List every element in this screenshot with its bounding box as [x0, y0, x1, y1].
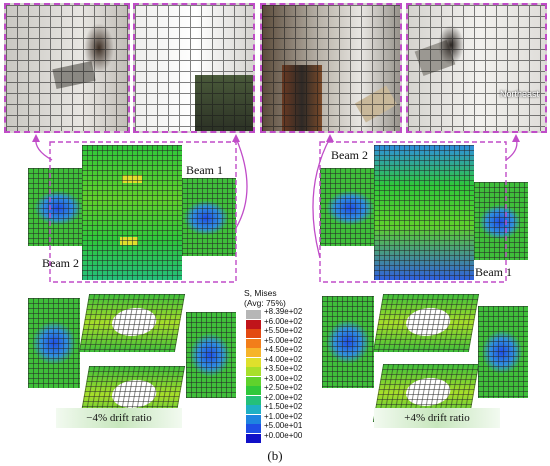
legend-entry: +4.00e+02 [244, 354, 324, 367]
arrow-head [512, 134, 520, 142]
legend-swatch [246, 376, 261, 386]
stress-legend: S, Mises (Avg: 75%) +8.39e+02 +6.00e+02 +5… [244, 288, 324, 448]
legend-entry: +5.50e+02 [244, 326, 324, 338]
left-beam-right [182, 178, 236, 256]
legend-entry: +5.00e+02 [244, 335, 324, 348]
legend-entry: +0.00e+00 [244, 430, 324, 443]
lower-right-plate-top [372, 294, 480, 352]
mesh-grid [474, 182, 528, 260]
mesh-grid [374, 145, 474, 280]
legend-value: +5.00e+02 [264, 335, 303, 345]
legend-swatch [246, 433, 261, 443]
drift-ratio-label-left: −4% drift ratio [56, 408, 182, 428]
legend-swatch [246, 338, 261, 348]
legend-swatch [246, 367, 261, 376]
legend-value: +3.50e+02 [264, 364, 303, 373]
beam-label-bottom: Beam 1 [475, 265, 512, 279]
right-beam-left [320, 168, 374, 246]
connector-path [235, 137, 248, 229]
legend-swatch [246, 329, 261, 338]
mesh-grid [322, 296, 374, 388]
legend-value: +5.00e+01 [264, 421, 303, 430]
legend-entry: +1.50e+02 [244, 402, 324, 414]
mesh-grid [182, 178, 236, 256]
lower-right-beam-a [322, 296, 374, 388]
photo-label: Northeast [499, 89, 539, 99]
beam-label-bottom: Beam 2 [42, 256, 79, 270]
grid-lines [262, 5, 400, 131]
legend-entry: +3.00e+02 [244, 373, 324, 386]
figure-caption: (b) [267, 448, 283, 463]
mesh-grid [372, 294, 480, 352]
legend-subtitle: (Avg: 75%) [244, 298, 286, 308]
arrow-head [32, 134, 40, 142]
grid-lines [6, 5, 128, 131]
legend-value: +4.50e+02 [264, 345, 303, 354]
legend-value: +4.00e+02 [264, 354, 303, 364]
right-column [374, 145, 474, 280]
lower-left-plate-top [78, 294, 186, 352]
legend-entry: +2.50e+02 [244, 383, 324, 395]
legend-swatch [246, 405, 261, 414]
photo-panel-3 [260, 3, 402, 133]
legend-entry: +2.00e+02 [244, 392, 324, 405]
legend-swatch [246, 414, 261, 424]
left-beam-left [28, 168, 82, 246]
legend-value: +5.50e+02 [264, 326, 303, 335]
mesh-grid [320, 168, 374, 246]
legend-entry: +3.50e+02 [244, 364, 324, 376]
legend-swatch [246, 424, 261, 433]
left-column [82, 145, 182, 280]
photo-panel-4: Northeast [406, 3, 547, 133]
legend-value: +1.00e+02 [264, 411, 303, 421]
legend-entry: +6.00e+02 [244, 316, 324, 329]
legend-value: +2.00e+02 [264, 392, 303, 402]
photo-panel-2 [133, 3, 255, 133]
connector-path [35, 137, 53, 161]
legend-swatch [246, 310, 261, 319]
legend-swatch [246, 348, 261, 357]
legend-value: +3.00e+02 [264, 373, 303, 383]
legend-swatch [246, 319, 261, 329]
legend-title: S, Mises [244, 288, 277, 298]
lower-left-beam-a [28, 298, 80, 388]
legend-value: +2.50e+02 [264, 383, 303, 392]
lower-left-beam-b [186, 312, 236, 398]
mesh-grid [28, 168, 82, 246]
legend-entry: +1.00e+02 [244, 411, 324, 424]
legend-value: +6.00e+02 [264, 316, 303, 326]
right-beam-right [474, 182, 528, 260]
mesh-grid [82, 145, 182, 280]
grid-lines [408, 5, 545, 131]
legend-value: +8.39e+02 [264, 307, 303, 316]
arrow-head [232, 134, 240, 142]
photo-panel-1 [4, 3, 130, 133]
arrow-head [326, 134, 334, 142]
legend-swatch [246, 386, 261, 395]
mesh-grid [478, 306, 528, 398]
connector-path [505, 137, 518, 161]
beam-label-top: Beam 2 [331, 148, 368, 162]
beam-label-top: Beam 1 [186, 163, 223, 177]
legend-swatch [246, 357, 261, 367]
legend-swatch [246, 395, 261, 405]
grid-lines [135, 5, 253, 131]
legend-value: +1.50e+02 [264, 402, 303, 411]
mesh-grid [78, 294, 186, 352]
drift-ratio-label-right: +4% drift ratio [374, 408, 500, 428]
legend-entry: +4.50e+02 [244, 345, 324, 357]
mesh-grid [28, 298, 80, 388]
lower-right-beam-b [478, 306, 528, 398]
legend-entry: +8.39e+02 [244, 307, 324, 319]
legend-value: +0.00e+00 [264, 430, 303, 440]
legend-entry: +5.00e+01 [244, 421, 324, 433]
mesh-grid [186, 312, 236, 398]
